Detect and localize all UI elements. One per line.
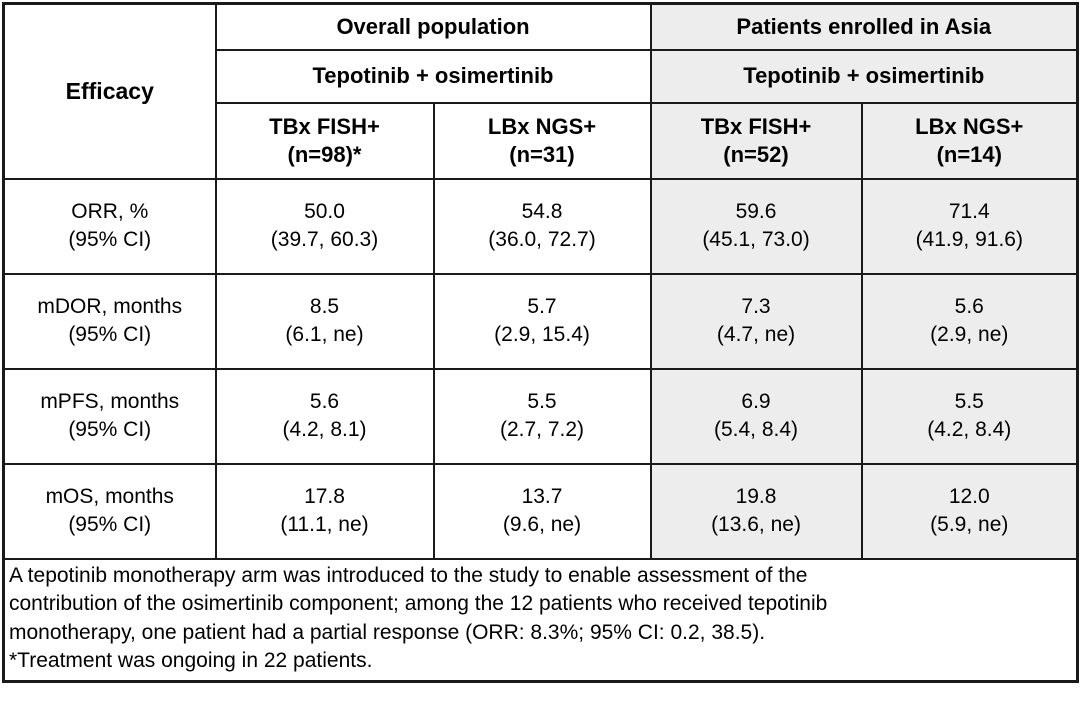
assay-name: TBx FISH+ <box>269 113 380 139</box>
value: 13.7 <box>521 485 563 508</box>
value: 54.8 <box>521 200 563 223</box>
value-cell: 5.5 (4.2, 8.4) <box>860 367 1079 465</box>
ci: (36.0, 72.7) <box>488 228 596 251</box>
ci: (4.2, 8.1) <box>282 418 367 441</box>
efficacy-table: Efficacy Overall population Patients enr… <box>2 2 1080 683</box>
header-row-groups: Efficacy Overall population Patients enr… <box>2 2 1079 180</box>
value-cell: 7.3 (4.7, ne) <box>649 272 863 370</box>
value-cell: 13.7 (9.6, ne) <box>432 462 652 560</box>
group-patients-asia: Patients enrolled in Asia <box>649 2 1079 51</box>
metric-ci-label: (95% CI) <box>68 513 152 536</box>
value: 7.3 <box>741 295 771 318</box>
ci: (2.7, 7.2) <box>499 418 585 441</box>
footnote-cell: A tepotinib monotherapy arm was introduc… <box>2 557 1079 682</box>
table-row-mdor: mDOR, months (95% CI) 8.5 (6.1, ne) 5.7 … <box>2 272 1079 370</box>
footnote-line: A tepotinib monotherapy arm was introduc… <box>9 563 808 587</box>
assay-n: (n=52) <box>723 141 789 167</box>
assay-name: LBx NGS+ <box>487 113 597 139</box>
corner-efficacy-label: Efficacy <box>2 2 217 180</box>
value: 50.0 <box>304 200 345 223</box>
value-cell: 17.8 (11.1, ne) <box>214 462 435 560</box>
value-cell: 54.8 (36.0, 72.7) <box>432 177 652 275</box>
footnote-line: monotherapy, one patient had a partial r… <box>9 620 766 644</box>
ci: (2.9, 15.4) <box>494 323 590 346</box>
metric-name: ORR, % <box>71 200 149 223</box>
ci: (5.4, 8.4) <box>713 418 799 441</box>
metric-ci-label: (95% CI) <box>68 228 152 251</box>
value: 8.5 <box>309 295 340 318</box>
value-cell: 5.6 (4.2, 8.1) <box>214 367 435 465</box>
value: 59.6 <box>735 200 777 223</box>
ci: (45.1, 73.0) <box>702 228 810 251</box>
value-cell: 71.4 (41.9, 91.6) <box>860 177 1079 275</box>
footnote-line: contribution of the osimertinib componen… <box>9 592 828 615</box>
header-row-treatment: Tepotinib + osimertinib Tepotinib + osim… <box>4 48 1079 104</box>
row-label-mos: mOS, months (95% CI) <box>2 462 217 560</box>
metric-ci-label: (95% CI) <box>68 418 152 441</box>
value: 5.6 <box>309 390 340 413</box>
value-cell: 5.5 (2.7, 7.2) <box>432 367 652 465</box>
assay-n: (n=98)* <box>287 141 362 167</box>
value-cell: 5.6 (2.9, ne) <box>860 272 1079 370</box>
metric-name: mDOR, months <box>37 295 183 318</box>
value: 12.0 <box>948 485 990 508</box>
row-label-orr: ORR, % (95% CI) <box>2 177 217 275</box>
assay-n: (n=14) <box>936 141 1002 167</box>
value-cell: 12.0 (5.9, ne) <box>860 462 1079 560</box>
table-row-orr: ORR, % (95% CI) 50.0 (39.7, 60.3) 54.8 (… <box>2 177 1079 275</box>
col-header-tbx-fish-overall: TBx FISH+ (n=98)* <box>214 101 435 180</box>
footnote-asterisk-line: *Treatment was ongoing in 22 patients. <box>9 649 373 672</box>
col-header-lbx-ngs-overall: LBx NGS+ (n=31) <box>432 101 652 180</box>
value: 5.5 <box>954 390 984 413</box>
ci: (39.7, 60.3) <box>270 228 379 251</box>
row-label-mpfs: mPFS, months (95% CI) <box>2 367 217 465</box>
value: 5.5 <box>527 390 557 413</box>
col-header-lbx-ngs-asia: LBx NGS+ (n=14) <box>860 101 1079 180</box>
assay-name: TBx FISH+ <box>700 113 812 139</box>
ci: (11.1, ne) <box>280 513 369 536</box>
ci: (4.2, 8.4) <box>927 418 1012 441</box>
value: 5.6 <box>954 295 984 318</box>
assay-name: LBx NGS+ <box>915 113 1024 139</box>
assay-n: (n=31) <box>509 141 575 167</box>
value-cell: 5.7 (2.9, 15.4) <box>432 272 652 370</box>
metric-ci-label: (95% CI) <box>68 323 152 346</box>
table-row-mpfs: mPFS, months (95% CI) 5.6 (4.2, 8.1) 5.5… <box>2 367 1079 465</box>
ci: (6.1, ne) <box>285 323 364 346</box>
value: 19.8 <box>735 485 777 508</box>
value: 17.8 <box>304 485 345 508</box>
ci: (41.9, 91.6) <box>915 228 1023 251</box>
ci: (9.6, ne) <box>502 513 582 536</box>
value: 6.9 <box>741 390 771 413</box>
ci: (5.9, ne) <box>930 513 1009 536</box>
col-header-tbx-fish-asia: TBx FISH+ (n=52) <box>649 101 863 180</box>
value-cell: 8.5 (6.1, ne) <box>214 272 435 370</box>
ci: (4.7, ne) <box>716 323 796 346</box>
ci: (13.6, ne) <box>711 513 801 536</box>
footnote-row: A tepotinib monotherapy arm was introduc… <box>2 557 1079 682</box>
metric-name: mOS, months <box>45 485 174 508</box>
header-row-assays: TBx FISH+ (n=98)* LBx NGS+ (n=31) TBx FI… <box>4 101 1079 180</box>
treatment-asia: Tepotinib + osimertinib <box>649 48 1079 104</box>
value: 71.4 <box>948 200 990 223</box>
table-row-mos: mOS, months (95% CI) 17.8 (11.1, ne) 13.… <box>2 462 1079 560</box>
value: 5.7 <box>527 295 557 318</box>
value-cell: 19.8 (13.6, ne) <box>649 462 863 560</box>
ci: (2.9, ne) <box>930 323 1009 346</box>
treatment-overall: Tepotinib + osimertinib <box>214 48 652 104</box>
value-cell: 59.6 (45.1, 73.0) <box>649 177 863 275</box>
metric-name: mPFS, months <box>40 390 180 413</box>
value-cell: 6.9 (5.4, 8.4) <box>649 367 863 465</box>
group-overall-population: Overall population <box>214 2 652 51</box>
value-cell: 50.0 (39.7, 60.3) <box>214 177 435 275</box>
row-label-mdor: mDOR, months (95% CI) <box>2 272 217 370</box>
